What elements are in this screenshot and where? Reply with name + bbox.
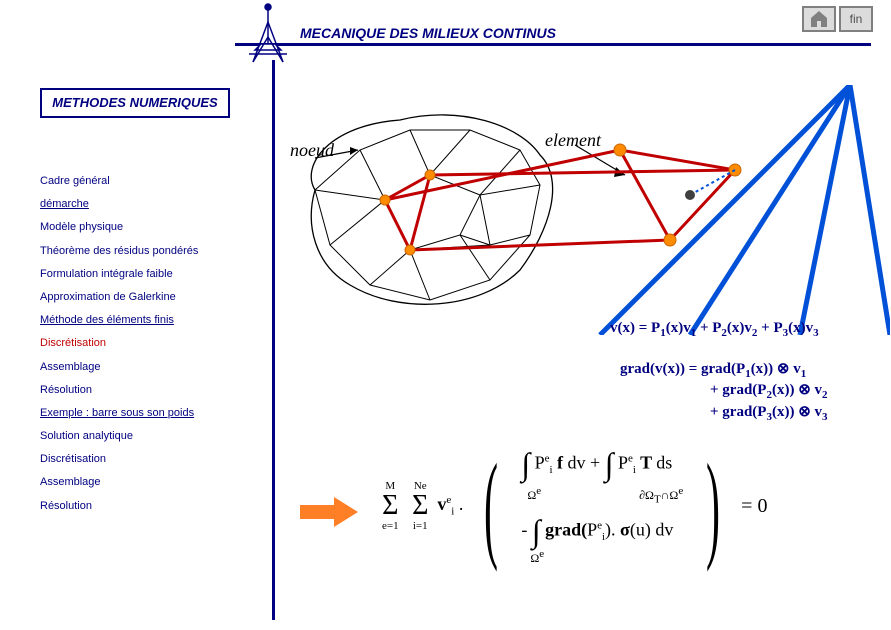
equation-grad-v: grad(v(x)) = grad(P1(x)) ⊗ v1 + grad(P2(… bbox=[620, 360, 828, 424]
home-icon bbox=[809, 10, 829, 28]
nav-cadre-general[interactable]: Cadre général bbox=[40, 175, 245, 188]
nav-galerkine[interactable]: Approximation de Galerkine bbox=[40, 291, 245, 304]
nav-exemple[interactable]: Exemple : barre sous son poids bbox=[40, 407, 245, 420]
nav-resolution-1[interactable]: Résolution bbox=[40, 384, 245, 397]
header-bar: MECANIQUE DES MILIEUX CONTINUS bbox=[235, 5, 871, 45]
nav-discretisation-1[interactable]: Discrétisation bbox=[40, 337, 245, 350]
nav-discretisation-2[interactable]: Discrétisation bbox=[40, 453, 245, 466]
nav-methode-ef[interactable]: Méthode des éléments finis bbox=[40, 314, 245, 327]
sidebar-nav: Cadre général démarche Modèle physique T… bbox=[40, 175, 245, 523]
mesh-diagram bbox=[290, 85, 890, 335]
fin-button[interactable]: fin bbox=[839, 6, 873, 32]
nav-assemblage-2[interactable]: Assemblage bbox=[40, 476, 245, 489]
home-button[interactable] bbox=[802, 6, 836, 32]
header-rule bbox=[235, 43, 871, 46]
section-title-box: METHODES NUMERIQUES bbox=[40, 88, 230, 118]
nav-demarche[interactable]: démarche bbox=[40, 198, 245, 211]
nav-solution-analytique[interactable]: Solution analytique bbox=[40, 430, 245, 443]
equation-integral-sum: MΣe=1 NeΣi=1 vei . ( ∫ Pei f dv + ∫ Pei … bbox=[380, 440, 769, 572]
equation-v-of-x: v(x) = P1(x)v1 + P2(x)v2 + P3(x)v3 bbox=[610, 320, 819, 339]
nav-resolution-2[interactable]: Résolution bbox=[40, 500, 245, 513]
nav-theoreme[interactable]: Théorème des résidus pondérés bbox=[40, 245, 245, 258]
vertical-separator bbox=[272, 60, 275, 620]
nav-formulation[interactable]: Formulation intégrale faible bbox=[40, 268, 245, 281]
fin-label: fin bbox=[850, 12, 863, 26]
page-title: MECANIQUE DES MILIEUX CONTINUS bbox=[300, 25, 556, 41]
section-title: METHODES NUMERIQUES bbox=[52, 95, 217, 110]
nav-modele-physique[interactable]: Modèle physique bbox=[40, 221, 245, 234]
big-arrow-icon bbox=[300, 495, 360, 529]
nav-assemblage-1[interactable]: Assemblage bbox=[40, 361, 245, 374]
logo-lighthouse-icon bbox=[245, 2, 291, 73]
